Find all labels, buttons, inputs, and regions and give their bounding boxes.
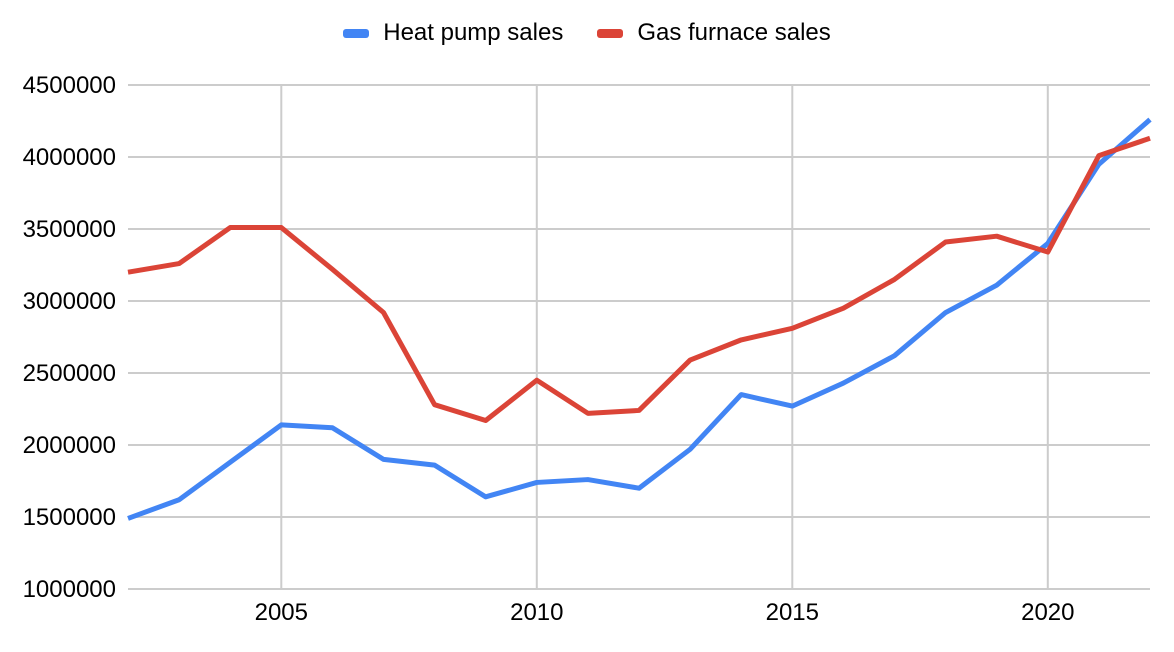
y-axis-tick-label: 1500000 — [23, 504, 116, 531]
legend-label-gas-furnace-sales: Gas furnace sales — [637, 19, 831, 46]
y-axis-tick-label: 2000000 — [23, 432, 116, 459]
y-axis-tick-label: 4000000 — [23, 144, 116, 171]
y-axis-tick-label: 1000000 — [23, 576, 116, 603]
legend-item-gas-furnace-sales[interactable]: Gas furnace sales — [597, 19, 831, 46]
heat-pump-series-swatch-icon — [343, 28, 370, 38]
heat-pump-sales-line[interactable] — [127, 117, 1152, 521]
y-axis-tick-label: 3000000 — [23, 288, 116, 315]
legend-label-heat-pump-sales: Heat pump sales — [383, 19, 564, 46]
legend-item-heat-pump-sales[interactable]: Heat pump sales — [343, 20, 563, 46]
gas-furnace-sales-line[interactable] — [127, 135, 1151, 424]
x-axis-tick-label: 2005 — [255, 599, 308, 626]
x-axis-tick-label: 2015 — [766, 599, 819, 626]
x-axis-tick-label: 2020 — [1021, 599, 1074, 626]
chart-legend: Heat pump sales Gas furnace sales — [0, 20, 1174, 46]
gas-furnace-series-swatch-icon — [597, 28, 624, 38]
x-axis-tick-label: 2010 — [510, 599, 563, 626]
y-axis-tick-label: 4500000 — [23, 72, 116, 99]
y-axis-tick-label: 2500000 — [23, 360, 116, 387]
y-axis-tick-label: 3500000 — [23, 216, 116, 243]
